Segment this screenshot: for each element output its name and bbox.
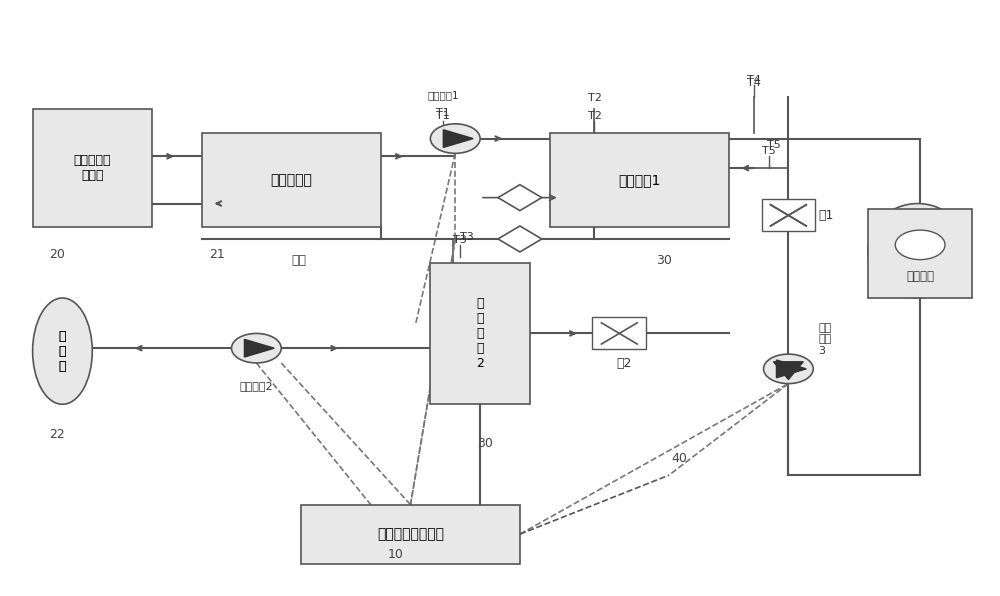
Text: 30: 30 <box>477 437 493 450</box>
FancyBboxPatch shape <box>762 200 815 231</box>
FancyBboxPatch shape <box>592 318 646 349</box>
Text: 循环水泵1: 循环水泵1 <box>428 90 459 100</box>
FancyBboxPatch shape <box>301 505 520 564</box>
Text: T4: T4 <box>747 76 761 85</box>
Text: 补水: 补水 <box>291 254 306 267</box>
Text: 热能交换控制系统: 热能交换控制系统 <box>377 527 444 541</box>
FancyBboxPatch shape <box>430 263 530 404</box>
Text: 加
热
器: 加 热 器 <box>59 330 66 372</box>
Text: T2: T2 <box>588 111 601 121</box>
Text: T4: T4 <box>747 79 761 88</box>
Text: T3: T3 <box>453 235 467 245</box>
FancyBboxPatch shape <box>33 109 152 227</box>
Text: 循环
水泵
3: 循环 水泵 3 <box>818 322 831 356</box>
Text: T1: T1 <box>436 108 450 118</box>
Text: 储热水箱1: 储热水箱1 <box>618 173 660 187</box>
FancyBboxPatch shape <box>550 133 729 227</box>
Text: T5: T5 <box>767 141 780 150</box>
Circle shape <box>232 333 281 363</box>
Text: T1: T1 <box>436 111 450 121</box>
Polygon shape <box>244 339 274 357</box>
Text: 太阳能空气
集热器: 太阳能空气 集热器 <box>74 154 111 182</box>
Text: T3: T3 <box>460 232 474 242</box>
Text: 阀2: 阀2 <box>617 357 632 370</box>
Text: 风机盘管: 风机盘管 <box>906 270 934 283</box>
Text: 阀1: 阀1 <box>818 209 834 222</box>
Text: 20: 20 <box>50 248 65 261</box>
Text: 储
热
水
箱
2: 储 热 水 箱 2 <box>476 297 484 370</box>
Text: 空气源热泵: 空气源热泵 <box>270 173 312 187</box>
Polygon shape <box>773 362 803 380</box>
Text: 22: 22 <box>50 428 65 441</box>
Ellipse shape <box>33 298 92 404</box>
Circle shape <box>895 230 945 260</box>
Text: 加
热
器: 加 热 器 <box>59 330 66 372</box>
Text: 循环水泵2: 循环水泵2 <box>240 381 273 390</box>
Polygon shape <box>443 130 473 147</box>
Text: T2: T2 <box>588 93 601 103</box>
Circle shape <box>430 124 480 153</box>
Polygon shape <box>498 226 542 252</box>
Text: 30: 30 <box>656 254 672 267</box>
Polygon shape <box>776 360 806 378</box>
Text: 40: 40 <box>671 452 687 464</box>
Ellipse shape <box>868 203 967 298</box>
Text: 10: 10 <box>388 548 404 561</box>
Polygon shape <box>498 185 542 210</box>
FancyBboxPatch shape <box>868 209 972 298</box>
Text: T5: T5 <box>762 146 775 156</box>
Circle shape <box>764 354 813 384</box>
FancyBboxPatch shape <box>202 133 381 227</box>
Text: 21: 21 <box>209 248 224 261</box>
Text: 风机盘管: 风机盘管 <box>903 244 933 257</box>
